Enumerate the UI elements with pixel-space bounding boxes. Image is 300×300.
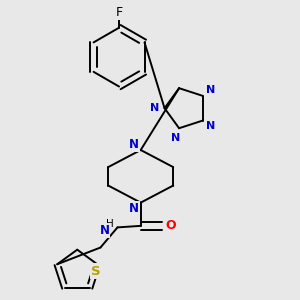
- Text: N: N: [206, 85, 215, 95]
- Text: N: N: [150, 103, 159, 113]
- Text: O: O: [166, 219, 176, 232]
- Text: N: N: [129, 138, 139, 151]
- Text: H: H: [106, 219, 114, 229]
- Text: N: N: [206, 122, 215, 131]
- Text: F: F: [116, 6, 123, 19]
- Text: N: N: [100, 224, 110, 237]
- Text: N: N: [171, 133, 181, 142]
- Text: S: S: [91, 265, 100, 278]
- Text: N: N: [129, 202, 139, 215]
